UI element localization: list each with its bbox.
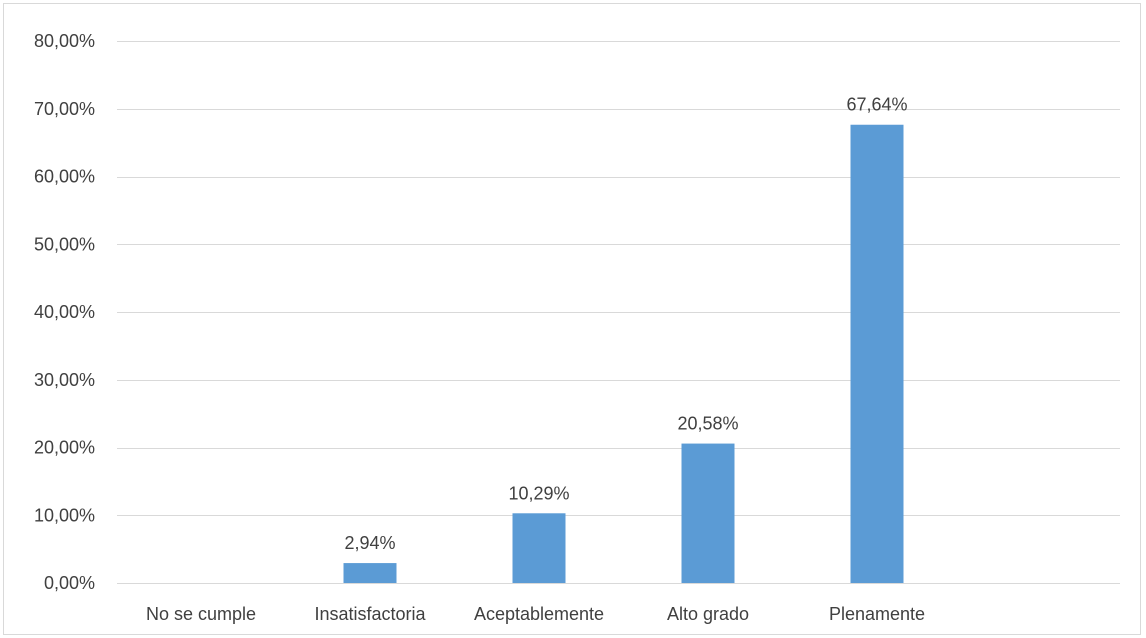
x-tick-label: Plenamente — [829, 604, 925, 624]
bar — [512, 513, 566, 583]
y-tick-label: 0,00% — [44, 573, 95, 593]
data-label: 2,94% — [344, 533, 395, 553]
y-tick-label: 40,00% — [34, 302, 95, 322]
y-tick-label: 50,00% — [34, 234, 95, 254]
data-label: 10,29% — [508, 483, 569, 503]
x-tick-label: No se cumple — [146, 604, 256, 624]
x-tick-label: Insatisfactoria — [314, 604, 426, 624]
y-axis-tick-labels: 0,00% 10,00% 20,00% 30,00% 40,00% 50,00% 60,00… — [34, 31, 95, 593]
bar — [681, 443, 735, 583]
x-tick-label: Aceptablemente — [474, 604, 604, 624]
y-tick-label: 80,00% — [34, 31, 95, 51]
x-axis-category-labels: No se cumple Insatisfactoria Aceptablement… — [146, 604, 925, 624]
bar — [343, 563, 397, 583]
y-tick-label: 70,00% — [34, 99, 95, 119]
y-tick-label: 60,00% — [34, 167, 95, 187]
bar — [850, 124, 904, 583]
y-tick-label: 10,00% — [34, 505, 95, 525]
x-tick-label: Alto grado — [667, 604, 749, 624]
bars — [343, 124, 904, 583]
y-tick-label: 30,00% — [34, 370, 95, 390]
data-label: 67,64% — [846, 95, 907, 115]
y-tick-label: 20,00% — [34, 438, 95, 458]
data-label: 20,58% — [677, 414, 738, 434]
gridlines — [117, 41, 1120, 584]
chart-frame — [3, 3, 1141, 635]
data-labels: 2,94% 10,29% 20,58% 67,64% — [344, 95, 907, 553]
